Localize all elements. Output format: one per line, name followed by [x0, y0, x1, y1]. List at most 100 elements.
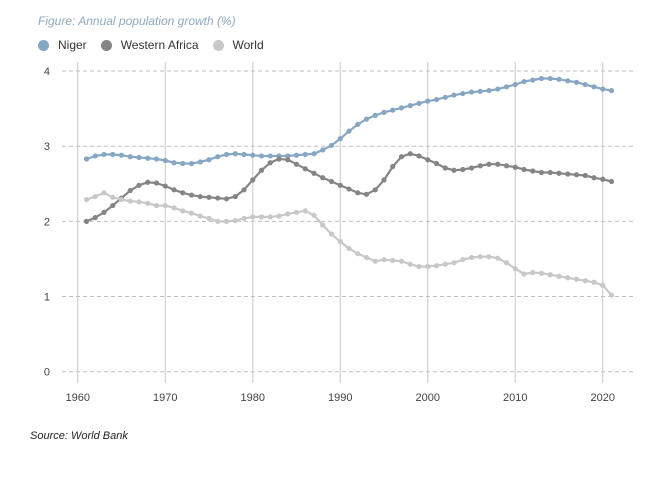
point-western-africa-1969	[153, 180, 160, 186]
point-niger-1968	[145, 155, 151, 161]
point-niger-2018	[582, 81, 588, 88]
point-niger-1998	[407, 103, 413, 109]
point-world-1962	[92, 193, 98, 200]
point-niger-2011	[521, 78, 527, 85]
point-western-africa-1989	[328, 178, 335, 185]
point-western-africa-2003	[451, 167, 457, 173]
point-world-2002	[442, 261, 448, 267]
point-niger-1990	[337, 136, 343, 142]
point-world-1993	[363, 254, 370, 261]
point-western-africa-1997	[398, 154, 405, 160]
point-niger-1973	[188, 160, 195, 167]
point-world-1996	[390, 257, 396, 264]
chart-title: Figure: Annual population growth (%)	[38, 14, 236, 28]
point-world-1992	[355, 251, 361, 257]
point-niger-1987	[311, 151, 317, 157]
point-western-africa-1970	[162, 183, 168, 189]
point-world-1988	[320, 222, 326, 228]
point-world-1966	[127, 198, 133, 204]
point-western-africa-2007	[486, 161, 492, 167]
point-western-africa-1964	[110, 202, 116, 209]
point-western-africa-1968	[145, 179, 151, 185]
point-niger-2014	[547, 75, 553, 82]
point-world-1977	[223, 218, 230, 224]
point-niger-1964	[110, 151, 116, 158]
point-world-2008	[495, 255, 501, 261]
point-niger-1988	[320, 147, 326, 153]
x-tick-label-2010: 2010	[503, 392, 527, 404]
point-world-1999	[416, 263, 422, 270]
point-world-2019	[591, 279, 597, 285]
point-western-africa-1979	[241, 187, 247, 193]
point-world-2001	[433, 263, 440, 269]
point-niger-2009	[503, 84, 510, 90]
legend-label-western-africa: Western Africa	[120, 38, 199, 52]
point-western-africa-2021	[608, 178, 615, 185]
point-world-1998	[407, 261, 413, 267]
point-world-1970	[162, 202, 168, 209]
y-tick-label-0: 0	[44, 367, 50, 379]
point-western-africa-2004	[460, 166, 466, 173]
legend-label-niger: Niger	[58, 38, 87, 52]
point-western-africa-1991	[346, 186, 352, 192]
legend: Niger Western Africa World	[38, 38, 278, 52]
point-western-africa-1990	[337, 182, 343, 188]
point-world-2018	[582, 278, 588, 284]
point-niger-1986	[302, 151, 308, 158]
point-niger-1976	[215, 154, 221, 160]
legend-marker-world	[212, 39, 224, 51]
point-niger-2001	[433, 96, 440, 103]
point-western-africa-2016	[565, 171, 571, 177]
point-niger-1978	[232, 151, 238, 157]
point-western-africa-1976	[215, 195, 221, 201]
point-western-africa-2000	[425, 157, 431, 163]
point-world-1980	[250, 214, 256, 220]
point-world-1983	[276, 213, 282, 219]
point-niger-2003	[451, 92, 457, 98]
point-niger-1969	[153, 156, 160, 162]
point-niger-1963	[101, 151, 107, 158]
point-niger-1997	[398, 105, 405, 111]
legend-marker-niger	[38, 39, 49, 51]
point-niger-1982	[267, 153, 273, 159]
point-world-1967	[136, 199, 142, 205]
point-western-africa-2014	[547, 169, 553, 176]
point-world-1969	[153, 202, 160, 209]
y-tick-label-3: 3	[44, 141, 50, 153]
point-world-2014	[547, 272, 553, 278]
point-world-1961	[83, 196, 90, 203]
point-western-africa-2010	[512, 164, 518, 170]
point-western-africa-1994	[372, 187, 378, 193]
point-niger-2006	[477, 88, 483, 94]
point-western-africa-2002	[442, 165, 448, 171]
point-niger-1989	[328, 142, 335, 149]
point-western-africa-1963	[101, 209, 107, 215]
legend-item-world: World	[212, 38, 264, 52]
point-niger-2016	[565, 78, 571, 84]
point-world-1971	[171, 205, 177, 211]
point-world-1990	[337, 239, 343, 245]
point-western-africa-1983	[276, 156, 282, 162]
point-world-2003	[451, 260, 457, 266]
point-niger-1961	[83, 156, 90, 162]
point-western-africa-1988	[320, 175, 326, 181]
point-niger-2013	[538, 75, 545, 82]
point-niger-2012	[530, 77, 536, 83]
point-world-2016	[565, 275, 571, 281]
y-tick-label-2: 2	[44, 216, 50, 228]
point-western-africa-1992	[355, 190, 361, 196]
point-world-1978	[232, 218, 238, 224]
point-niger-1993	[363, 116, 370, 122]
point-western-africa-2009	[503, 163, 510, 169]
point-niger-1992	[355, 121, 361, 127]
point-world-2000	[425, 263, 431, 270]
series-world	[83, 190, 615, 298]
point-niger-1972	[180, 160, 186, 167]
point-world-2011	[521, 271, 527, 277]
point-niger-2008	[495, 86, 501, 92]
source-note: Source: World Bank	[30, 430, 128, 442]
point-niger-1977	[223, 151, 230, 158]
point-niger-1967	[136, 154, 142, 161]
point-western-africa-2013	[538, 169, 545, 176]
point-western-africa-1977	[223, 196, 230, 202]
